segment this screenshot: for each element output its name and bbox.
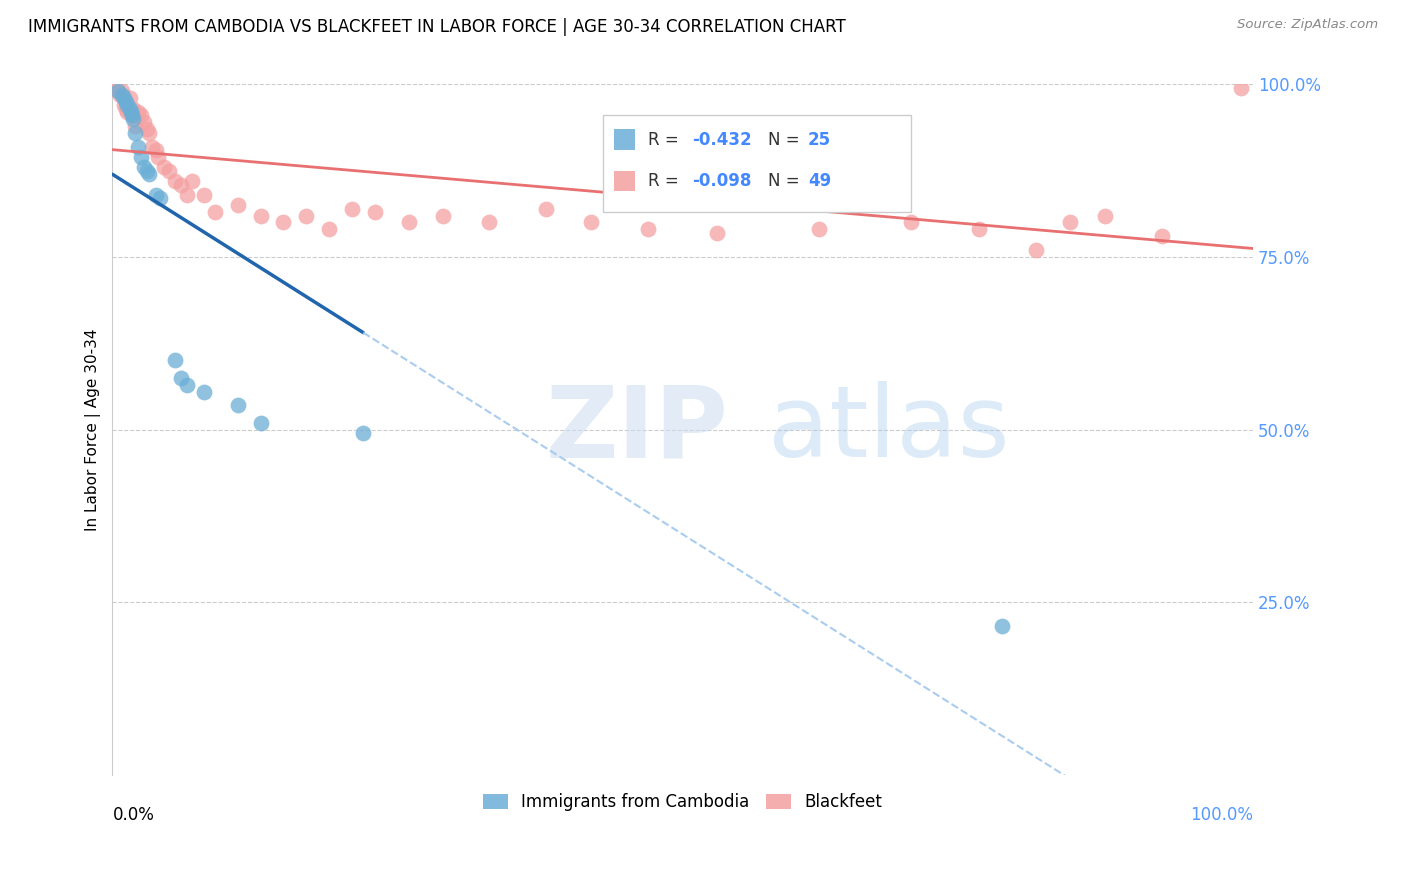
Point [204,205,226,219]
Point [134,115,156,129]
Point [146,150,169,164]
Point [637,222,659,236]
Point [145,187,167,202]
Point [340,202,363,216]
Legend: Immigrants from Cambodia, Blackfeet: Immigrants from Cambodia, Blackfeet [477,787,889,818]
Point [118,91,141,105]
Point [226,198,249,212]
Text: N =: N = [768,172,806,190]
Point [991,619,1014,633]
Point [138,126,160,140]
Point [193,384,215,399]
Point [112,91,135,105]
Point [110,84,132,98]
Point [122,102,145,116]
Point [127,105,149,120]
Point [1230,81,1253,95]
Point [900,215,922,229]
Point [129,150,152,164]
Point [110,87,132,102]
Point [124,126,146,140]
Text: -0.098: -0.098 [692,172,751,190]
Point [115,105,138,120]
Point [165,174,187,188]
Point [581,215,603,229]
Point [115,95,138,109]
Point [135,163,157,178]
Text: 49: 49 [808,172,831,190]
Point [295,209,318,223]
Point [1150,229,1173,244]
Point [226,398,249,412]
Point [364,205,387,219]
Point [118,102,141,116]
Point [249,416,271,430]
Point [121,108,143,122]
Point [107,84,129,98]
Text: IMMIGRANTS FROM CAMBODIA VS BLACKFEET IN LABOR FORCE | AGE 30-34 CORRELATION CHA: IMMIGRANTS FROM CAMBODIA VS BLACKFEET IN… [28,18,846,36]
Text: atlas: atlas [768,381,1010,478]
Point [129,108,152,122]
Point [318,222,340,236]
Y-axis label: In Labor Force | Age 30-34: In Labor Force | Age 30-34 [86,328,101,531]
Text: 0.0%: 0.0% [112,805,155,823]
FancyBboxPatch shape [603,115,911,212]
Point [145,143,167,157]
Point [135,122,157,136]
Point [159,163,181,178]
Point [808,222,831,236]
Point [134,161,156,175]
Bar [614,129,634,150]
Text: 100.0%: 100.0% [1189,805,1253,823]
Point [170,370,193,384]
Point [534,202,557,216]
Point [432,209,454,223]
Text: R =: R = [648,130,685,149]
Point [112,98,135,112]
Text: 25: 25 [808,130,831,149]
Point [120,105,142,120]
Point [115,102,138,116]
Point [1059,215,1081,229]
Point [141,139,163,153]
Point [478,215,501,229]
Text: ZIP: ZIP [546,381,728,478]
Point [967,222,990,236]
Point [124,119,146,133]
Point [122,112,145,126]
Bar [614,170,634,192]
Point [149,191,172,205]
Point [110,87,132,102]
Point [1025,243,1047,257]
Point [181,174,204,188]
Point [115,98,138,112]
Text: Source: ZipAtlas.com: Source: ZipAtlas.com [1237,18,1378,31]
Text: -0.432: -0.432 [692,130,751,149]
Point [193,187,215,202]
Point [121,108,143,122]
Point [1094,209,1116,223]
Point [170,178,193,192]
Point [176,187,198,202]
Point [152,161,174,175]
Point [104,81,127,95]
Point [138,167,160,181]
Text: N =: N = [768,130,806,149]
Point [176,377,198,392]
Point [107,84,129,98]
Text: R =: R = [648,172,685,190]
Point [398,215,420,229]
Point [165,353,187,368]
Point [352,425,374,440]
Point [706,226,728,240]
Point [273,215,295,229]
Point [127,139,149,153]
Point [249,209,271,223]
